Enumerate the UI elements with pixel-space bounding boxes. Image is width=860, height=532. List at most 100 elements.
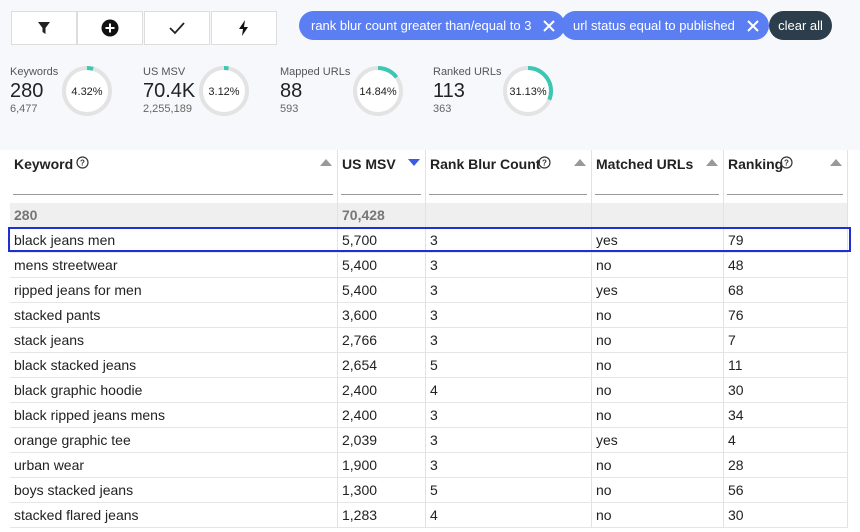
table-cell: 3 (426, 278, 592, 303)
remove-x (543, 19, 556, 32)
table-cell: 5 (426, 478, 592, 503)
help-icon[interactable]: ? (76, 156, 89, 169)
help-mark: ? (80, 159, 85, 168)
table-cell: 2,400 (338, 378, 426, 403)
column-header[interactable]: Ranking? (724, 150, 848, 203)
progress-ring: 31.13% (503, 66, 553, 116)
remove-filter-icon[interactable] (747, 19, 759, 32)
stat-sub: 363 (433, 103, 452, 115)
header-filter-input[interactable] (341, 194, 421, 195)
add-button[interactable] (77, 11, 143, 45)
table-cell[interactable]: black graphic hoodie (10, 378, 338, 403)
column-header[interactable]: Rank Blur Count? (426, 150, 592, 203)
table-cell: 5 (426, 353, 592, 378)
check-icon (169, 22, 185, 35)
clear-all-button[interactable]: clear all (769, 11, 832, 40)
header-filter-input[interactable] (727, 194, 843, 195)
sort-icon[interactable] (320, 159, 332, 167)
totals-cell: 70,428 (338, 203, 426, 228)
ring-arc (199, 66, 249, 116)
table-cell: yes (592, 428, 724, 453)
table-cell: 3 (426, 253, 592, 278)
table-cell: yes (592, 278, 724, 303)
stat-label: Keywords (10, 66, 59, 78)
table-cell: 3 (426, 328, 592, 353)
table-cell[interactable]: stacked flared jeans (10, 503, 338, 528)
table-cell[interactable]: mens streetwear (10, 253, 338, 278)
stat-sub: 593 (280, 103, 299, 115)
table-cell: yes (592, 228, 724, 253)
filter-chip[interactable]: url status equal to published (561, 11, 769, 40)
table-cell: 1,900 (338, 453, 426, 478)
ring-label: 4.32% (71, 86, 102, 98)
stat-sub: 6,477 (10, 103, 38, 115)
sort-icon[interactable] (574, 159, 586, 167)
sort-arrow (830, 159, 842, 166)
help-circle (538, 156, 551, 169)
filter-text: url status equal to published (573, 18, 735, 33)
table-cell[interactable]: black stacked jeans (10, 353, 338, 378)
table-cell: 3 (426, 403, 592, 428)
ring-label: 31.13% (509, 86, 547, 98)
help-circle (780, 156, 793, 169)
stat-value: 113 (433, 80, 465, 102)
sort-icon[interactable] (706, 159, 718, 167)
sort-icon[interactable] (830, 159, 842, 167)
totals-cell: 280 (10, 203, 338, 228)
table-cell: 5,700 (338, 228, 426, 253)
remove-filter-icon[interactable] (543, 19, 556, 32)
progress-ring: 3.12% (199, 66, 249, 116)
table-cell: 3,600 (338, 303, 426, 328)
table-cell: 30 (724, 378, 848, 403)
filter-icon (38, 22, 50, 34)
sort-arrow (706, 159, 718, 166)
table-cell: 3 (426, 303, 592, 328)
header-filter-input[interactable] (595, 194, 719, 195)
table-cell: 30 (724, 503, 848, 528)
table-cell[interactable]: black jeans men (10, 228, 338, 253)
table-cell: no (592, 478, 724, 503)
table-cell: 3 (426, 453, 592, 478)
help-icon[interactable]: ? (780, 156, 793, 169)
remove-x (747, 19, 759, 32)
column-header[interactable]: Keyword? (10, 150, 338, 203)
table-cell[interactable]: urban wear (10, 453, 338, 478)
header-filter-input[interactable] (429, 194, 587, 195)
table-cell[interactable]: black ripped jeans mens (10, 403, 338, 428)
filter-chip[interactable]: rank blur count greater than/equal to 3 (299, 11, 566, 40)
table-cell[interactable]: boys stacked jeans (10, 478, 338, 503)
sort-arrow (574, 159, 586, 166)
stat-value: 280 (10, 80, 44, 102)
table-cell: 4 (426, 378, 592, 403)
filter-text: rank blur count greater than/equal to 3 (311, 18, 532, 33)
table-cell[interactable]: ripped jeans for men (10, 278, 338, 303)
table-cell: no (592, 403, 724, 428)
stat-label: Mapped URLs (280, 66, 351, 78)
table-cell[interactable]: orange graphic tee (10, 428, 338, 453)
table-cell: 76 (724, 303, 848, 328)
help-mark: ? (784, 159, 789, 168)
table-cell: 4 (724, 428, 848, 453)
column-header[interactable]: Matched URLs (592, 150, 724, 203)
help-icon[interactable]: ? (538, 156, 551, 169)
totals-cell (724, 203, 848, 228)
stat-label: Ranked URLs (433, 66, 502, 78)
check-button[interactable] (144, 11, 210, 45)
stat-label: US MSV (143, 66, 186, 78)
header-filter-input[interactable] (13, 194, 333, 195)
column-header[interactable]: US MSV (338, 150, 426, 203)
sort-icon[interactable] (408, 159, 420, 167)
table-cell[interactable]: stacked pants (10, 303, 338, 328)
table-cell: no (592, 503, 724, 528)
filter-button[interactable] (11, 11, 77, 45)
help-mark: ? (542, 159, 547, 168)
table-cell: 28 (724, 453, 848, 478)
table-cell: 7 (724, 328, 848, 353)
bolt-button[interactable] (211, 11, 277, 45)
table-cell[interactable]: stack jeans (10, 328, 338, 353)
table-cell: 1,283 (338, 503, 426, 528)
totals-cell (592, 203, 724, 228)
table-cell: no (592, 453, 724, 478)
sort-arrow (408, 159, 420, 166)
